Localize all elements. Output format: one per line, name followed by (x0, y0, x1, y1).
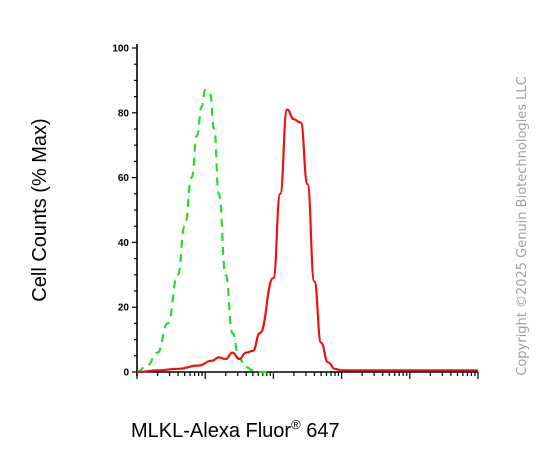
control-histogram-line (136, 89, 274, 374)
x-axis-label: MLKL-Alexa Fluor® 647 (131, 417, 340, 443)
y-tick-label: 0 (123, 368, 129, 379)
x-axis-label-suffix: 647 (300, 420, 340, 442)
copyright-watermark: Copyright ©2025 Genuin Biotechnologies L… (515, 76, 530, 375)
y-axis: 0 20 40 60 80 100 (112, 44, 138, 379)
y-tick-label: 40 (118, 238, 130, 249)
y-axis-label: Cell Counts (% Max) (29, 118, 51, 301)
registered-mark: ® (291, 417, 301, 432)
y-tick-label: 80 (118, 108, 130, 119)
sample-histogram-line (136, 108, 478, 374)
y-tick-label: 60 (118, 173, 130, 184)
x-axis (136, 371, 479, 379)
y-tick-label: 20 (118, 303, 130, 314)
x-axis-label-main: MLKL-Alexa Fluor (131, 420, 292, 442)
y-tick-label: 100 (112, 44, 129, 55)
series-layer (136, 89, 478, 374)
